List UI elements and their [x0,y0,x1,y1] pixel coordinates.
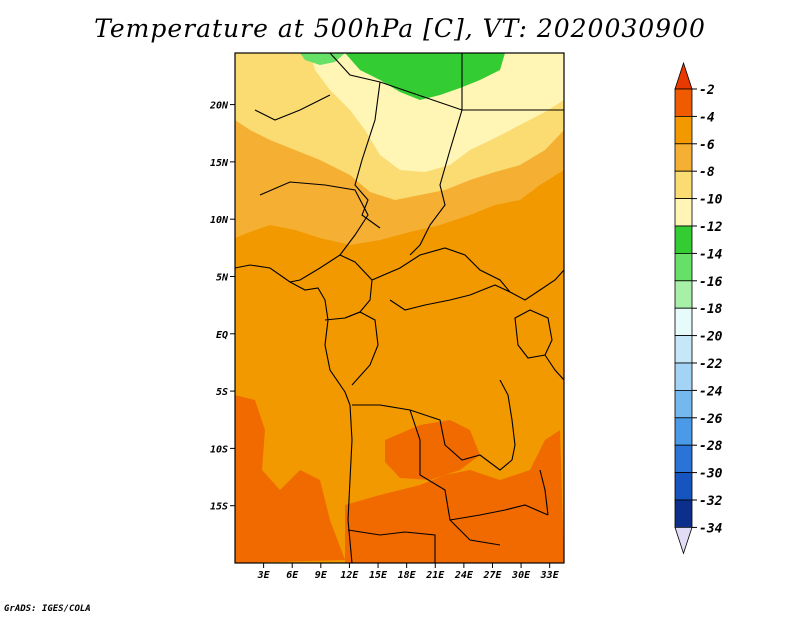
lake-tanganyika [499,379,516,461]
latitude-axis: 20N 15N 10N 5N EQ 5S 10S 15S [209,101,235,513]
border-east [509,269,564,301]
lat-tick-label: 10S [210,444,228,455]
legend-swatch [674,499,693,528]
legend-swatch [674,280,693,309]
legend-label: -6 [699,138,715,153]
border-chad-sudan [409,109,463,256]
legend-swatch [674,362,693,391]
legend-label: -30 [699,467,723,482]
lon-tick-label: 9E [315,570,328,581]
lat-tick-label: 10N [210,215,229,226]
legend-label: -22 [699,357,723,372]
legend-label: -2 [699,83,715,98]
legend-label: -10 [699,193,723,208]
lon-tick-label: 21E [425,570,445,581]
legend-swatch [674,444,693,474]
legend-label: -32 [699,494,723,509]
border-algeria-niger [329,53,381,83]
band-minus14-north [300,53,345,65]
legend-swatch [674,307,693,337]
legend-swatch [674,198,693,227]
longitude-axis: 3E 6E 9E 12E 15E 18E 21E 24E 27E 30E 33E [257,563,560,581]
map-title: Temperature at 500hPa [C], VT: 202003090… [94,14,706,43]
border-car [371,247,511,293]
legend-swatch [674,472,693,501]
legend-label: -16 [699,275,723,290]
legend-label: -14 [699,247,723,262]
border-nigeria [259,181,369,283]
legend-swatch [674,143,693,172]
legend-swatch [674,170,693,199]
border-niger-chad [354,81,381,229]
lon-tick-label: 24E [454,570,474,581]
lat-tick-label: EQ [216,330,228,341]
grads-credit: GrADS: IGES/COLA [4,604,91,614]
lon-tick-label: 33E [540,570,560,581]
legend-label: -4 [699,110,715,125]
legend-top-arrow [674,61,693,90]
legend-label: -12 [699,220,723,235]
legend-label: -18 [699,302,723,317]
legend-swatch [674,225,693,254]
legend-bottom-arrow [674,527,693,555]
color-legend: -2 -4 -6 -8 -10 -12 -14 -16 -18 -20 -22 -24 -26 -28 -3… [674,61,723,555]
lat-tick-label: 15S [210,502,228,513]
band-minus10-north [310,53,564,172]
border-tanzania [544,354,564,381]
lon-tick-label: 15E [369,570,388,581]
border-zambia-south [449,504,549,521]
lon-tick-label: 27E [482,570,502,581]
lat-tick-label: 20N [209,101,229,112]
warm-region-southwest [235,395,345,563]
legend-label: -24 [699,384,723,399]
band-minus12-north [345,53,505,100]
legend-label: -8 [699,165,715,180]
west-africa-coastline [235,264,353,563]
lon-tick-label: 30E [511,570,531,581]
warm-region-south [345,430,564,563]
temperature-field [235,53,564,563]
lat-tick-label: 5N [216,272,229,283]
lon-tick-label: 18E [398,570,417,581]
legend-swatch [674,417,693,446]
border-mali-niger [254,94,331,121]
warm-region-central-south [385,420,480,480]
border-drc-north [389,284,511,311]
border-congo [344,311,379,386]
legend-swatch [674,389,693,419]
lon-tick-label: 6E [286,570,299,581]
legend-swatch [674,116,693,145]
country-borders [235,53,564,563]
border-angola-zambia [409,409,501,546]
lon-tick-label: 12E [340,570,359,581]
lake-malawi [539,469,549,516]
legend-swatch [674,252,693,282]
map-frame [234,52,565,564]
border-namibia [347,529,436,563]
lon-tick-label: 3E [257,570,271,581]
legend-label: -20 [699,330,723,345]
legend-swatch [674,335,693,364]
legend-label: -34 [699,521,723,536]
legend-label: -28 [699,439,723,454]
lake-victoria [514,309,553,359]
legend-swatch [674,88,693,117]
border-drc-south [352,404,513,471]
legend-label: -26 [699,412,723,427]
lat-tick-label: 15N [210,158,229,169]
lat-tick-label: 5S [216,387,228,398]
